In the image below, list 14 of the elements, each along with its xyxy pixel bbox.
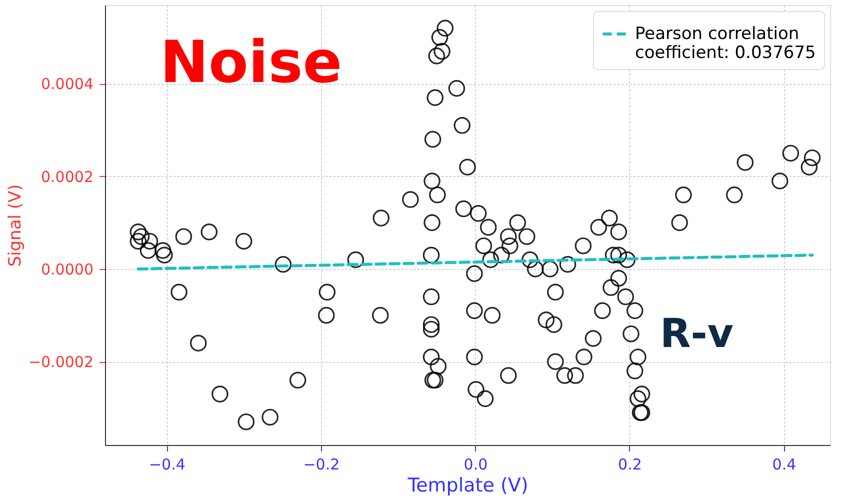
- y-tick-label: 0.0000: [41, 260, 94, 278]
- y-tick-label: 0.0002: [41, 168, 94, 186]
- legend-label: Pearson correlation coefficient: 0.037675: [635, 24, 816, 63]
- y-tick-label: −0.0002: [28, 353, 94, 372]
- x-tick-label: 0.2: [618, 456, 642, 474]
- annotation: Noise: [160, 28, 342, 96]
- x-tick-label: −0.2: [303, 456, 340, 474]
- x-axis-title: Template (V): [406, 474, 528, 496]
- x-tick-label: −0.4: [148, 456, 186, 474]
- annotation: R-v: [660, 311, 734, 357]
- x-tick-label: 0.0: [464, 456, 488, 474]
- y-tick-label: 0.0004: [41, 75, 94, 94]
- y-axis-title: Signal (V): [5, 184, 26, 267]
- x-tick-label: 0.4: [772, 456, 796, 474]
